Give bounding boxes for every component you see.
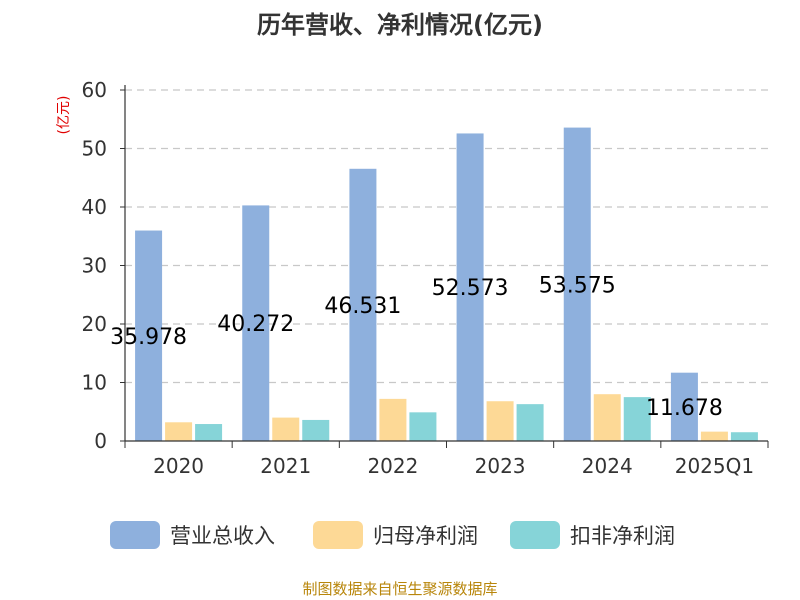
x-tick-label: 2024: [582, 454, 633, 478]
data-label: 52.573: [432, 276, 509, 301]
y-tick-label: 40: [82, 195, 107, 219]
data-label: 46.531: [324, 294, 401, 319]
legend-swatch: [510, 521, 560, 549]
data-label: 11.678: [646, 396, 723, 421]
axes: 0 10 20 30 40 50 60 2020 2021 2022 2023 2024 2025Q1: [82, 78, 769, 478]
bar-3: [195, 424, 223, 441]
data-label: 53.575: [539, 273, 616, 298]
x-tick-label: 2023: [475, 454, 526, 478]
legend-label: 扣非净利润: [570, 524, 675, 548]
bar-1: [456, 133, 484, 442]
bar-2: [379, 398, 407, 441]
x-tick-label: 2020: [153, 454, 204, 478]
y-tick-label: 10: [82, 371, 107, 395]
legend: 营业总收入 归母净利润 扣非净利润: [110, 521, 675, 549]
bar-3: [730, 432, 758, 441]
bar-3: [516, 404, 544, 441]
bar-3: [302, 419, 330, 441]
chart-title: 历年营收、净利情况(亿元): [257, 11, 543, 39]
legend-swatch: [313, 521, 363, 549]
y-tick-label: 20: [82, 312, 107, 336]
bar-1: [242, 205, 270, 441]
data-labels: 35.978 40.272 46.531 52.573 53.575 11.678: [110, 273, 723, 421]
y-axis-unit: (亿元): [56, 96, 72, 135]
data-label: 40.272: [217, 312, 294, 337]
legend-label: 归母净利润: [373, 524, 478, 548]
bar-1: [670, 372, 698, 441]
bar-1: [563, 127, 591, 442]
bar-1: [349, 168, 377, 442]
bar-3: [409, 412, 437, 441]
data-label: 35.978: [110, 325, 187, 350]
bar-3: [623, 397, 651, 441]
bars: [135, 127, 758, 442]
legend-swatch: [110, 521, 160, 549]
y-tick-label: 50: [82, 137, 107, 161]
bar-2: [700, 431, 728, 441]
x-tick-label: 2022: [367, 454, 418, 478]
y-tick-label: 30: [82, 254, 107, 278]
legend-label: 营业总收入: [170, 524, 275, 548]
source-note: 制图数据来自恒生聚源数据库: [302, 580, 497, 598]
x-tick-label: 2025Q1: [675, 454, 754, 478]
y-tick-label: 60: [82, 78, 107, 102]
y-tick-label: 0: [94, 429, 107, 453]
bar-1: [135, 230, 163, 441]
grid-lines: [125, 89, 768, 384]
x-tick-label: 2021: [260, 454, 311, 478]
bar-2: [272, 417, 300, 441]
bar-2: [165, 422, 193, 441]
bar-2: [486, 401, 514, 441]
bar-2: [593, 394, 621, 441]
